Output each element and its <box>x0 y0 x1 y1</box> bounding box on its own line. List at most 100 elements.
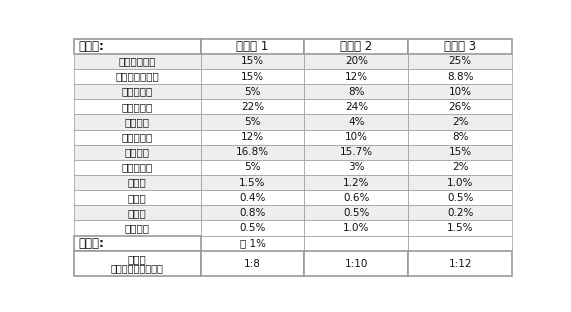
Bar <box>408 99 512 115</box>
Text: 固化剂: 固化剂 <box>128 254 147 264</box>
Text: 导电云母粉: 导电云母粉 <box>122 102 152 112</box>
Bar <box>304 175 408 190</box>
Bar <box>200 69 304 84</box>
Bar <box>408 54 512 69</box>
Bar <box>200 54 304 69</box>
Bar <box>408 190 512 205</box>
Bar <box>304 99 408 115</box>
Text: 0.2%: 0.2% <box>447 208 473 218</box>
Bar <box>74 205 200 220</box>
Text: 3%: 3% <box>348 163 365 173</box>
Text: 24%: 24% <box>345 102 368 112</box>
Bar <box>200 160 304 175</box>
Text: 15%: 15% <box>241 56 264 66</box>
Bar <box>74 54 200 69</box>
Text: 26%: 26% <box>449 102 472 112</box>
Bar <box>74 175 200 190</box>
Bar <box>304 145 408 160</box>
Bar <box>74 129 200 145</box>
Bar <box>200 175 304 190</box>
Bar <box>74 220 200 236</box>
Bar <box>304 115 408 129</box>
Bar <box>304 54 408 69</box>
Text: 15%: 15% <box>449 147 472 157</box>
Bar <box>304 236 408 251</box>
Bar <box>74 160 200 175</box>
Text: 1:10: 1:10 <box>345 259 368 269</box>
Bar <box>408 205 512 220</box>
Text: 实施例 3: 实施例 3 <box>444 40 476 53</box>
Text: 0.8%: 0.8% <box>239 208 266 218</box>
Bar <box>74 39 200 54</box>
Text: 15.7%: 15.7% <box>340 147 373 157</box>
Bar <box>304 205 408 220</box>
Bar <box>304 84 408 99</box>
Bar <box>74 236 200 251</box>
Text: 5%: 5% <box>244 87 261 97</box>
Text: 1.0%: 1.0% <box>447 178 473 188</box>
Text: 1.5%: 1.5% <box>239 178 266 188</box>
Bar <box>408 251 512 276</box>
Bar <box>408 175 512 190</box>
Bar <box>74 145 200 160</box>
Text: 1:12: 1:12 <box>448 259 472 269</box>
Bar <box>408 69 512 84</box>
Bar <box>74 251 200 276</box>
Text: 耔盐雾助剂: 耔盐雾助剂 <box>122 132 152 142</box>
Bar <box>200 99 304 115</box>
Bar <box>408 160 512 175</box>
Bar <box>74 84 200 99</box>
Bar <box>200 205 304 220</box>
Text: 2%: 2% <box>452 117 468 127</box>
Text: 15%: 15% <box>241 71 264 81</box>
Text: 1:8: 1:8 <box>244 259 261 269</box>
Text: 0.5%: 0.5% <box>239 223 266 233</box>
Text: 20%: 20% <box>345 56 368 66</box>
Text: 甲组份:: 甲组份: <box>78 40 104 53</box>
Bar <box>200 129 304 145</box>
Text: 1.5%: 1.5% <box>447 223 473 233</box>
Text: 着色颜料: 着色颜料 <box>124 117 150 127</box>
Text: 12%: 12% <box>241 132 264 142</box>
Text: 10%: 10% <box>449 87 472 97</box>
Text: 8.8%: 8.8% <box>447 71 473 81</box>
Bar <box>200 145 304 160</box>
Bar <box>304 129 408 145</box>
Bar <box>74 190 200 205</box>
Text: 0.5%: 0.5% <box>447 193 473 203</box>
Text: 实施例 2: 实施例 2 <box>340 40 372 53</box>
Text: 防锈颜料: 防锈颜料 <box>124 147 150 157</box>
Text: 实施例 1: 实施例 1 <box>236 40 269 53</box>
Text: 10%: 10% <box>345 132 368 142</box>
Text: 22%: 22% <box>241 102 264 112</box>
Bar <box>408 236 512 251</box>
Text: 少 1%: 少 1% <box>240 238 266 248</box>
Text: 8%: 8% <box>452 132 468 142</box>
Bar <box>74 99 200 115</box>
Text: 5%: 5% <box>244 163 261 173</box>
Bar <box>200 251 304 276</box>
Bar <box>304 190 408 205</box>
Text: 12%: 12% <box>345 71 368 81</box>
Bar <box>304 251 408 276</box>
Bar <box>304 69 408 84</box>
Text: 0.5%: 0.5% <box>343 208 369 218</box>
Text: 5%: 5% <box>244 117 261 127</box>
Text: 纳米增硬剂: 纳米增硬剂 <box>122 163 152 173</box>
Text: 消泡剂: 消泡剂 <box>128 193 147 203</box>
Bar <box>74 69 200 84</box>
Text: 1.0%: 1.0% <box>343 223 369 233</box>
Text: 2%: 2% <box>452 163 468 173</box>
Text: 酚醛环氧树脂: 酚醛环氧树脂 <box>118 56 156 66</box>
Text: 乙组份:: 乙组份: <box>78 236 104 250</box>
Text: 流变助剂: 流变助剂 <box>124 223 150 233</box>
Bar <box>408 39 512 54</box>
Text: 0.4%: 0.4% <box>239 193 266 203</box>
Bar <box>408 145 512 160</box>
Text: 柔韧性环氧树脂: 柔韧性环氧树脂 <box>115 71 159 81</box>
Bar <box>74 115 200 129</box>
Bar <box>200 220 304 236</box>
Bar <box>408 84 512 99</box>
Text: 活性稀释剂: 活性稀释剂 <box>122 87 152 97</box>
Bar <box>408 115 512 129</box>
